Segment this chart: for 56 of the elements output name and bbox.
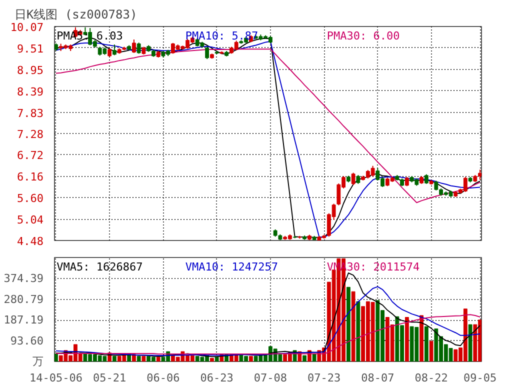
bar [404,316,409,362]
x-tick-label: 07-08 [254,372,288,384]
y-tick-label: 9.51 [17,42,44,56]
line-series [55,314,481,354]
y-tick-label: 7.28 [17,128,44,141]
text: VMA5: 1626867 [56,260,143,274]
chart-title: 日K线图 (sz000783) [14,8,138,22]
x-tick-label: 05-21 [93,372,126,384]
y-tick-label: 5.04 [17,214,44,227]
y-tick-label: 7.83 [17,106,44,120]
y-tick-label: 8.95 [17,64,44,77]
bar [156,356,160,362]
y-tick-label: 280.79 [4,292,44,306]
bar [351,291,356,362]
bar [54,354,58,362]
text: VMA10: 1247257 [185,260,278,274]
candlestick [205,46,210,60]
y-tick-label: 93.60 [10,334,44,348]
bar [210,358,214,362]
x-tick-label: 14-05-06 [29,372,82,384]
x-tick-label: 08-07 [361,372,394,384]
candlestick [404,176,409,187]
bar [302,355,307,362]
y-tick-label: 6.72 [17,149,44,162]
bar [429,340,434,362]
bar [420,315,424,362]
x-tick-label: 06-23 [200,372,234,384]
bar [142,356,146,362]
y-tick-label: 6.16 [17,170,44,184]
text: PMA30: 6.00 [326,30,400,42]
bar [346,286,350,362]
candlestick [132,39,136,54]
y-tick-label: 4.48 [17,235,44,248]
y-tick-label: 187.19 [4,314,44,327]
bar [468,324,472,362]
bar [356,301,360,362]
series-label: PMA10: 5.87 [185,30,258,42]
bar [112,356,116,362]
y-tick-label: 5.60 [17,192,44,206]
x-tick-label: 08-22 [414,372,448,384]
y-tick-label: 10.07 [10,21,44,34]
x-tick-label: 07-23 [308,372,341,384]
line-series [55,286,481,356]
candlestick [424,174,428,184]
x-tick-label: 09-05 [463,372,497,384]
bar [248,356,253,362]
candlestick [351,172,356,186]
candlestick [136,42,141,54]
x-tick-label: 06-06 [146,372,180,384]
bar [214,356,219,362]
y-tick-label: 万 [32,355,44,368]
line-series [55,48,481,204]
bar [136,356,141,362]
bar [424,326,428,362]
y-tick-label: 8.39 [17,85,44,98]
y-tick-label: 374.39 [4,272,44,286]
